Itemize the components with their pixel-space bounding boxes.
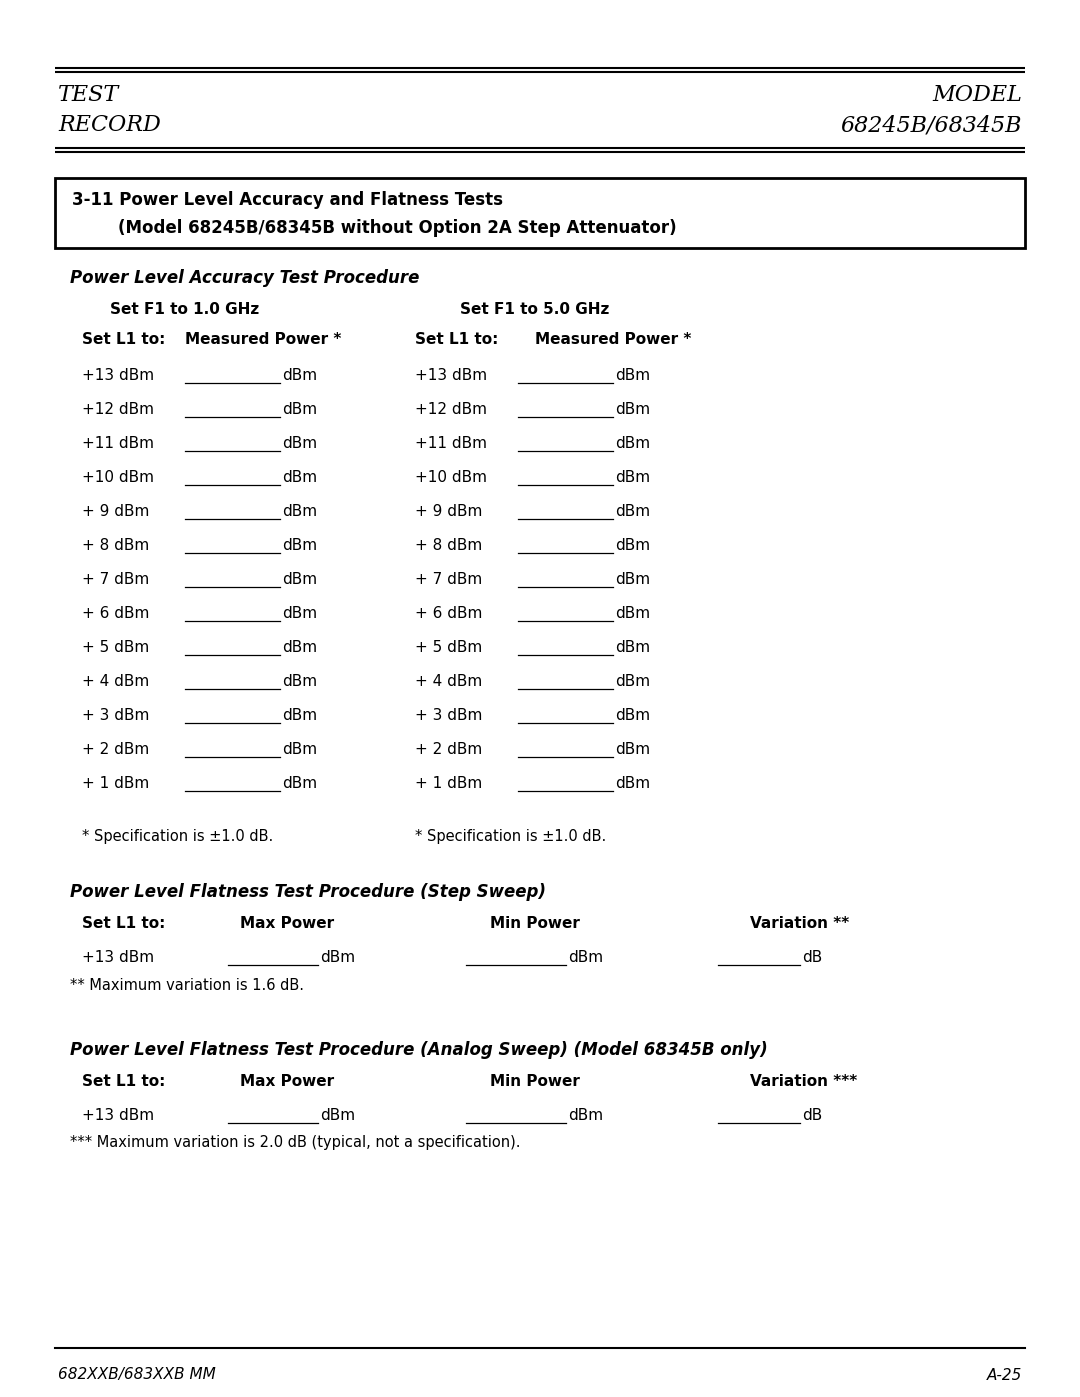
Text: Power Level Accuracy Test Procedure: Power Level Accuracy Test Procedure [70, 270, 419, 286]
Text: Set L1 to:: Set L1 to: [82, 916, 165, 932]
Text: + 9 dBm: + 9 dBm [415, 503, 483, 518]
Text: 68245B/68345B: 68245B/68345B [840, 115, 1022, 136]
Text: + 7 dBm: + 7 dBm [415, 571, 483, 587]
Text: dBm: dBm [615, 436, 650, 450]
Text: *** Maximum variation is 2.0 dB (typical, not a specification).: *** Maximum variation is 2.0 dB (typical… [70, 1136, 521, 1151]
Text: Measured Power *: Measured Power * [185, 332, 341, 348]
Text: + 6 dBm: + 6 dBm [415, 605, 483, 620]
Text: dBm: dBm [615, 673, 650, 689]
Text: dBm: dBm [282, 503, 318, 518]
Text: dBm: dBm [615, 469, 650, 485]
Text: dBm: dBm [282, 640, 318, 655]
Text: Power Level Flatness Test Procedure (Analog Sweep) (Model 68345B only): Power Level Flatness Test Procedure (Ana… [70, 1041, 768, 1059]
Text: dBm: dBm [320, 950, 355, 964]
Text: RECORD: RECORD [58, 115, 161, 136]
Text: dBm: dBm [568, 950, 603, 964]
Text: Set L1 to:: Set L1 to: [82, 332, 165, 348]
Text: Variation ***: Variation *** [750, 1074, 858, 1090]
Text: + 7 dBm: + 7 dBm [82, 571, 149, 587]
Text: Variation **: Variation ** [750, 916, 849, 932]
Text: + 4 dBm: + 4 dBm [82, 673, 149, 689]
Text: +12 dBm: +12 dBm [82, 401, 154, 416]
Text: Min Power: Min Power [490, 1074, 580, 1090]
Text: 682XXB/683XXB MM: 682XXB/683XXB MM [58, 1368, 216, 1383]
Text: dBm: dBm [615, 401, 650, 416]
Text: + 2 dBm: + 2 dBm [82, 742, 149, 757]
Text: Set L1 to:: Set L1 to: [415, 332, 498, 348]
Text: +13 dBm: +13 dBm [82, 1108, 154, 1123]
Text: TEST: TEST [58, 84, 119, 106]
Text: dBm: dBm [615, 605, 650, 620]
Text: (Model 68245B/68345B without Option 2A Step Attenuator): (Model 68245B/68345B without Option 2A S… [72, 219, 677, 237]
Text: Set F1 to 1.0 GHz: Set F1 to 1.0 GHz [110, 303, 259, 317]
Text: Power Level Flatness Test Procedure (Step Sweep): Power Level Flatness Test Procedure (Ste… [70, 883, 546, 901]
Text: dBm: dBm [615, 538, 650, 552]
Text: dBm: dBm [615, 571, 650, 587]
Text: +10 dBm: +10 dBm [82, 469, 154, 485]
Text: + 1 dBm: + 1 dBm [82, 775, 149, 791]
Text: Max Power: Max Power [240, 1074, 334, 1090]
Text: +11 dBm: +11 dBm [82, 436, 154, 450]
Text: MODEL: MODEL [932, 84, 1022, 106]
Text: +10 dBm: +10 dBm [415, 469, 487, 485]
Text: + 3 dBm: + 3 dBm [415, 707, 483, 722]
Text: +12 dBm: +12 dBm [415, 401, 487, 416]
Text: dBm: dBm [282, 605, 318, 620]
Text: dBm: dBm [282, 673, 318, 689]
Text: dBm: dBm [282, 571, 318, 587]
Text: dB: dB [802, 1108, 822, 1123]
Text: * Specification is ±1.0 dB.: * Specification is ±1.0 dB. [415, 830, 606, 845]
Text: + 8 dBm: + 8 dBm [415, 538, 483, 552]
Text: dBm: dBm [282, 401, 318, 416]
Text: +11 dBm: +11 dBm [415, 436, 487, 450]
Text: Measured Power *: Measured Power * [535, 332, 691, 348]
Text: +13 dBm: +13 dBm [415, 367, 487, 383]
Text: + 3 dBm: + 3 dBm [82, 707, 149, 722]
Text: dBm: dBm [320, 1108, 355, 1123]
Text: dBm: dBm [615, 367, 650, 383]
Text: dBm: dBm [615, 742, 650, 757]
Text: A-25: A-25 [987, 1368, 1022, 1383]
Text: dBm: dBm [615, 775, 650, 791]
Text: * Specification is ±1.0 dB.: * Specification is ±1.0 dB. [82, 830, 273, 845]
Text: Max Power: Max Power [240, 916, 334, 932]
Text: dBm: dBm [282, 775, 318, 791]
Text: dBm: dBm [615, 707, 650, 722]
Text: dBm: dBm [282, 707, 318, 722]
Text: dBm: dBm [568, 1108, 603, 1123]
Text: + 2 dBm: + 2 dBm [415, 742, 483, 757]
Text: dBm: dBm [615, 640, 650, 655]
Text: + 4 dBm: + 4 dBm [415, 673, 483, 689]
Text: dBm: dBm [282, 742, 318, 757]
Text: dBm: dBm [615, 503, 650, 518]
Text: dBm: dBm [282, 538, 318, 552]
Text: dBm: dBm [282, 367, 318, 383]
Text: 3-11 Power Level Accuracy and Flatness Tests: 3-11 Power Level Accuracy and Flatness T… [72, 191, 503, 210]
Text: Set L1 to:: Set L1 to: [82, 1074, 165, 1090]
Text: Set F1 to 5.0 GHz: Set F1 to 5.0 GHz [460, 303, 610, 317]
Text: dB: dB [802, 950, 822, 964]
Text: + 9 dBm: + 9 dBm [82, 503, 149, 518]
Text: + 6 dBm: + 6 dBm [82, 605, 149, 620]
Text: ** Maximum variation is 1.6 dB.: ** Maximum variation is 1.6 dB. [70, 978, 303, 992]
Text: +13 dBm: +13 dBm [82, 950, 154, 964]
Text: + 8 dBm: + 8 dBm [82, 538, 149, 552]
Text: + 1 dBm: + 1 dBm [415, 775, 483, 791]
Text: dBm: dBm [282, 436, 318, 450]
Text: +13 dBm: +13 dBm [82, 367, 154, 383]
Text: + 5 dBm: + 5 dBm [415, 640, 483, 655]
Text: Min Power: Min Power [490, 916, 580, 932]
Text: dBm: dBm [282, 469, 318, 485]
Text: + 5 dBm: + 5 dBm [82, 640, 149, 655]
